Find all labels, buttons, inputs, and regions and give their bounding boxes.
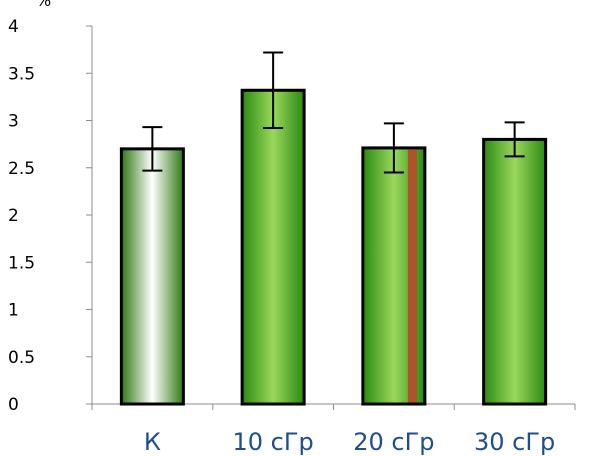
x-category-label: 20 сГр xyxy=(353,428,434,456)
bar xyxy=(119,147,185,406)
bars xyxy=(119,88,548,406)
error-bars xyxy=(142,51,525,174)
y-tick-label: 1 xyxy=(8,301,19,321)
x-category-label: 10 сГр xyxy=(233,428,314,456)
bar xyxy=(482,137,548,406)
y-tick-label: 3 xyxy=(8,112,19,132)
x-category-label: 30 сГр xyxy=(474,428,555,456)
y-axis-label: % xyxy=(36,0,51,10)
y-tick-label: 2.5 xyxy=(8,159,35,179)
y-tick-label: 4 xyxy=(8,17,19,37)
x-category-label: К xyxy=(144,428,161,456)
y-tick-label: 0.5 xyxy=(8,348,35,368)
y-tick-label: 2 xyxy=(8,206,19,226)
y-tick-label: 1.5 xyxy=(8,253,35,273)
bar xyxy=(240,88,306,406)
bar-stripe xyxy=(407,149,417,403)
y-tick-label: 3.5 xyxy=(8,64,35,84)
y-tick-label: 0 xyxy=(8,395,19,415)
labels: 0 0.5 1 1.5 2 2.5 3 3.5 4 К 10 сГр 20 сГр 30 сГр xyxy=(8,17,555,456)
